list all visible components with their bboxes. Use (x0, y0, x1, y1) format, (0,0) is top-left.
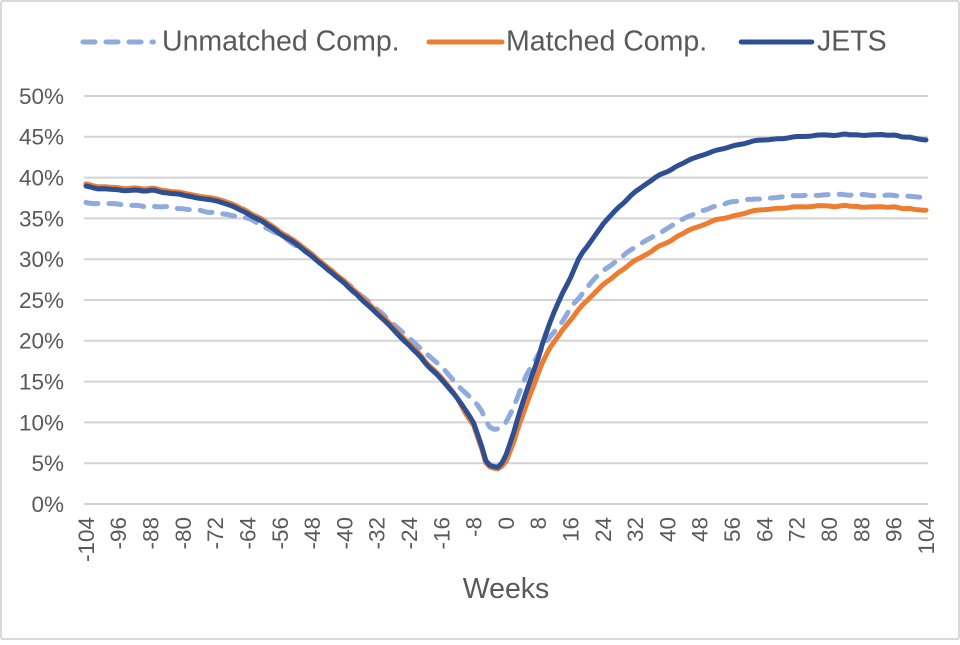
svg-text:Matched Comp.: Matched Comp. (506, 26, 707, 58)
svg-text:104: 104 (914, 517, 939, 555)
svg-text:56: 56 (720, 517, 745, 542)
svg-text:Unmatched Comp.: Unmatched Comp. (162, 26, 400, 58)
svg-text:15%: 15% (19, 370, 64, 395)
svg-text:-96: -96 (106, 517, 131, 550)
svg-text:48: 48 (688, 517, 713, 542)
svg-text:40: 40 (655, 517, 680, 542)
svg-text:20%: 20% (19, 329, 64, 354)
svg-text:96: 96 (882, 517, 907, 542)
svg-text:30%: 30% (19, 247, 64, 272)
svg-text:35%: 35% (19, 206, 64, 231)
svg-text:-16: -16 (429, 517, 454, 550)
svg-text:-72: -72 (203, 517, 228, 550)
svg-text:88: 88 (849, 517, 874, 542)
svg-text:-80: -80 (171, 517, 196, 550)
svg-text:-64: -64 (236, 517, 261, 550)
svg-text:45%: 45% (19, 125, 64, 150)
svg-text:80: 80 (817, 517, 842, 542)
svg-text:0: 0 (494, 517, 519, 530)
svg-text:-24: -24 (397, 517, 422, 550)
svg-text:32: 32 (623, 517, 648, 542)
svg-text:10%: 10% (19, 410, 64, 435)
svg-text:-48: -48 (300, 517, 325, 550)
svg-text:-104: -104 (74, 517, 99, 562)
svg-text:-8: -8 (462, 517, 487, 537)
svg-text:JETS: JETS (817, 26, 887, 58)
svg-text:50%: 50% (19, 84, 64, 109)
svg-text:-88: -88 (139, 517, 164, 550)
svg-text:24: 24 (591, 517, 616, 542)
svg-text:16: 16 (559, 517, 584, 542)
svg-text:25%: 25% (19, 288, 64, 313)
svg-text:40%: 40% (19, 166, 64, 191)
svg-text:-32: -32 (365, 517, 390, 550)
svg-text:5%: 5% (31, 451, 64, 476)
svg-text:64: 64 (752, 517, 777, 542)
svg-text:-56: -56 (268, 517, 293, 550)
svg-text:0%: 0% (31, 492, 64, 517)
svg-text:8: 8 (526, 517, 551, 530)
svg-text:Weeks: Weeks (463, 573, 550, 605)
svg-text:-40: -40 (332, 517, 357, 550)
svg-text:72: 72 (785, 517, 810, 542)
